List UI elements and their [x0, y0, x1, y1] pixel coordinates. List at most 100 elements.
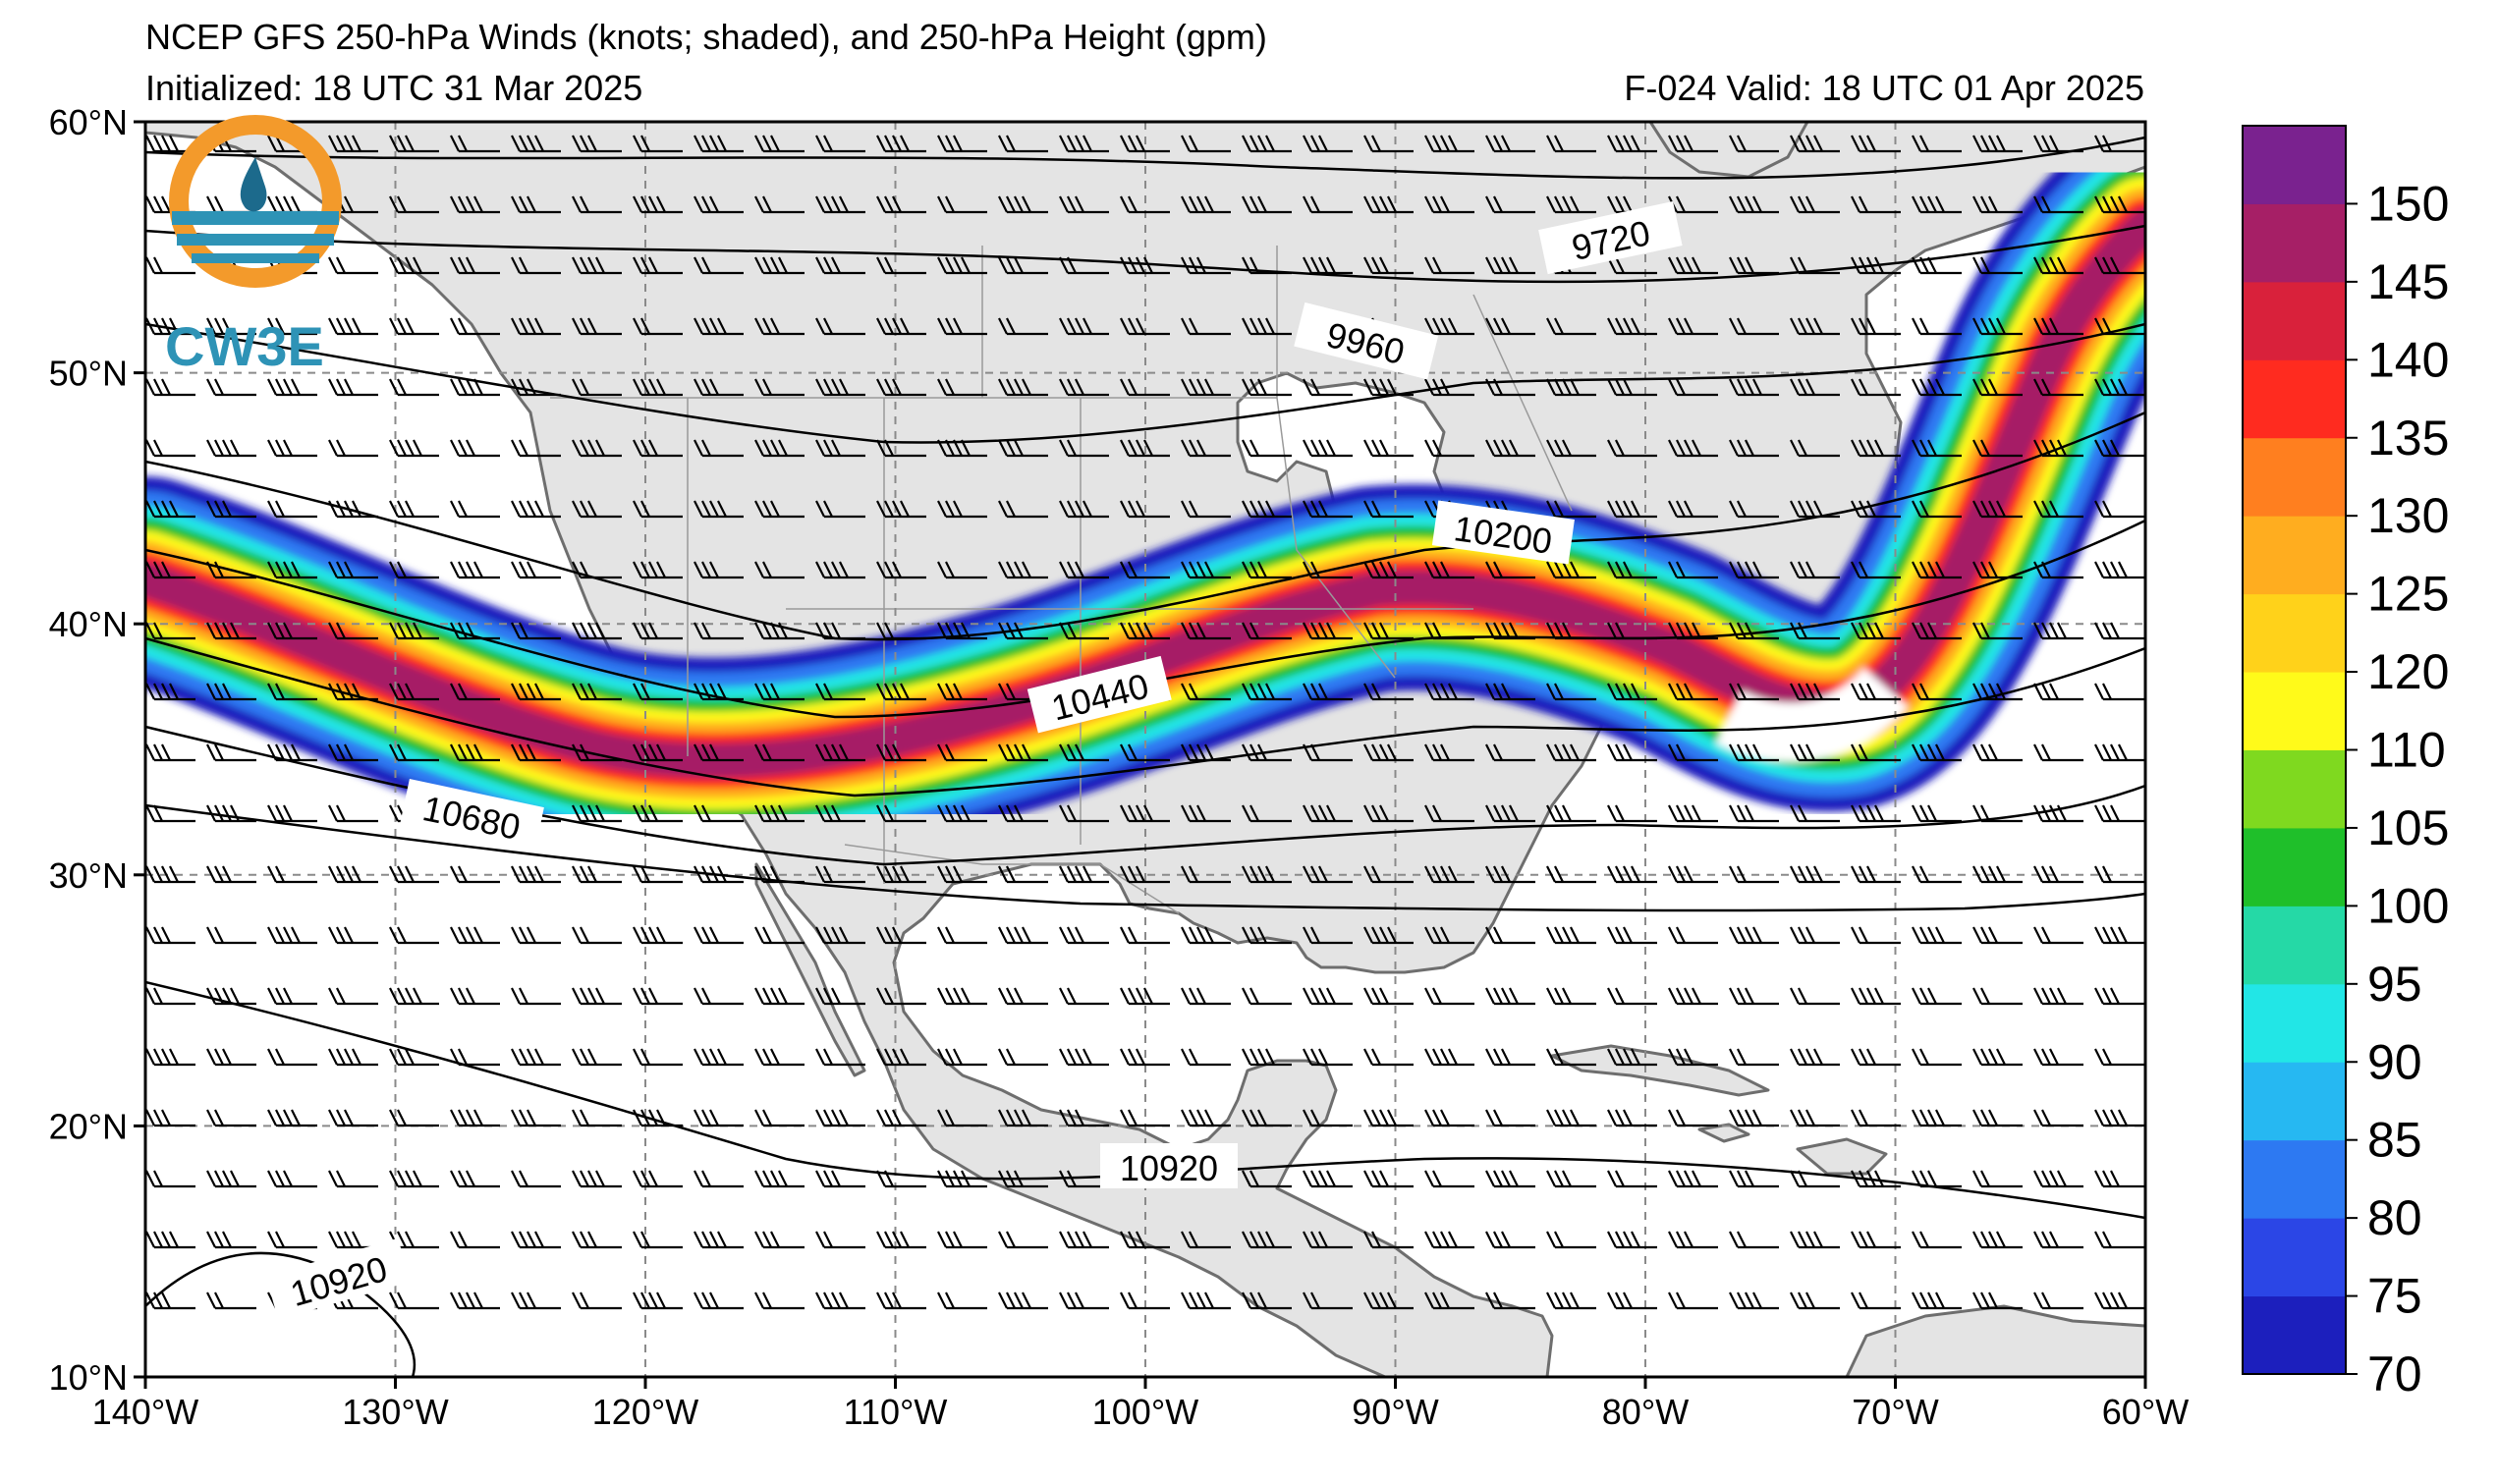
barb-feather: [1851, 195, 1860, 213]
barb-feather: [466, 743, 475, 761]
barb-feather: [640, 561, 650, 578]
barb-feather: [1996, 1231, 2006, 1248]
barb-feather: [527, 1048, 536, 1066]
wind-barb: [1181, 439, 1231, 458]
wind-barb: [1972, 195, 2023, 214]
wind-barb: [876, 256, 926, 275]
barb-feather: [1745, 622, 1754, 639]
wind-barb: [694, 1292, 744, 1310]
barb-feather: [1692, 987, 1701, 1005]
wind-barb: [450, 1109, 500, 1127]
barb-feather: [1798, 926, 1807, 944]
barb-feather: [161, 1048, 171, 1066]
barb-feather: [222, 317, 232, 335]
logo-wave-2: [177, 234, 334, 246]
barb-feather: [1303, 1170, 1312, 1187]
barb-feather: [1318, 256, 1328, 274]
barb-feather: [1546, 1048, 1556, 1066]
south-america-edge: [1845, 1304, 2145, 1377]
wind-barb: [572, 683, 622, 701]
barb-feather: [145, 317, 155, 335]
barb-feather: [450, 1231, 460, 1248]
barb-feather: [1242, 317, 1251, 335]
wind-barb: [998, 500, 1048, 519]
barb-feather: [1972, 439, 1982, 457]
barb-feather: [405, 987, 415, 1005]
barb-feather: [1668, 439, 1678, 457]
wind-barb: [998, 256, 1048, 275]
barb-feather: [397, 865, 407, 883]
wind-barb: [1668, 743, 1718, 762]
barb-feather: [633, 439, 642, 457]
barb-feather: [1676, 743, 1686, 761]
barb-feather: [1006, 743, 1016, 761]
barb-feather: [1874, 1170, 1884, 1187]
barb-feather: [1310, 865, 1320, 883]
barb-feather: [1242, 926, 1251, 944]
barb-feather: [1980, 317, 1990, 335]
barb-feather: [1363, 987, 1373, 1005]
barb-feather: [1919, 135, 1929, 152]
wind-barb: [328, 561, 378, 579]
wind-barb: [754, 926, 805, 945]
barb-feather: [876, 683, 886, 700]
barb-feather: [2049, 865, 2059, 883]
wind-barb: [145, 500, 195, 519]
wind-barb: [1242, 500, 1292, 519]
barb-feather: [1189, 1109, 1198, 1127]
wind-barb: [267, 743, 317, 762]
barb-feather: [823, 743, 833, 761]
barb-feather: [1014, 926, 1024, 944]
barb-feather: [153, 135, 163, 152]
wind-barb: [206, 622, 256, 640]
wind-barb: [754, 561, 805, 579]
wind-barb: [1303, 1231, 1353, 1249]
wind-barb: [145, 865, 195, 884]
wind-barb: [633, 1109, 683, 1127]
barb-feather: [511, 1170, 521, 1187]
barb-feather: [633, 926, 642, 944]
barb-feather: [336, 135, 346, 152]
wind-barb: [267, 1231, 317, 1249]
wind-barb: [1303, 1170, 1353, 1188]
barb-feather: [1562, 804, 1572, 822]
barb-feather: [580, 865, 589, 883]
wind-barb: [450, 926, 500, 945]
barb-feather: [153, 622, 163, 639]
barb-feather: [1729, 317, 1739, 335]
barb-feather: [275, 743, 285, 761]
barb-feather: [1318, 439, 1328, 457]
wind-barb: [754, 256, 805, 275]
wind-barb: [1242, 804, 1292, 823]
barb-feather: [1752, 561, 1762, 578]
wind-barb: [1485, 926, 1535, 945]
wind-barb: [1546, 1048, 1596, 1067]
barb-feather: [161, 135, 171, 152]
barb-feather: [1196, 378, 1206, 396]
barb-feather: [283, 987, 293, 1005]
barb-feather: [648, 256, 658, 274]
barb-feather: [450, 622, 460, 639]
barb-feather: [1607, 987, 1617, 1005]
wind-barb: [1668, 256, 1718, 275]
barb-feather: [2041, 865, 2051, 883]
barb-feather: [267, 683, 277, 700]
barb-feather: [2033, 317, 2043, 335]
barb-feather: [1996, 500, 2006, 518]
barb-feather: [1615, 378, 1625, 396]
barb-feather: [206, 926, 216, 944]
barb-feather: [2049, 1231, 2059, 1248]
wind-barb: [389, 195, 439, 214]
barb-feather: [1181, 439, 1191, 457]
barb-feather: [1485, 1292, 1495, 1309]
barb-feather: [1615, 804, 1625, 822]
wind-barb: [1729, 865, 1779, 884]
barb-feather: [876, 317, 886, 335]
barb-feather: [1059, 926, 1069, 944]
barb-feather: [892, 1109, 902, 1127]
barb-feather: [2094, 1170, 2104, 1187]
barb-feather: [595, 987, 605, 1005]
barb-feather: [1972, 195, 1982, 213]
barb-feather: [2041, 135, 2051, 152]
